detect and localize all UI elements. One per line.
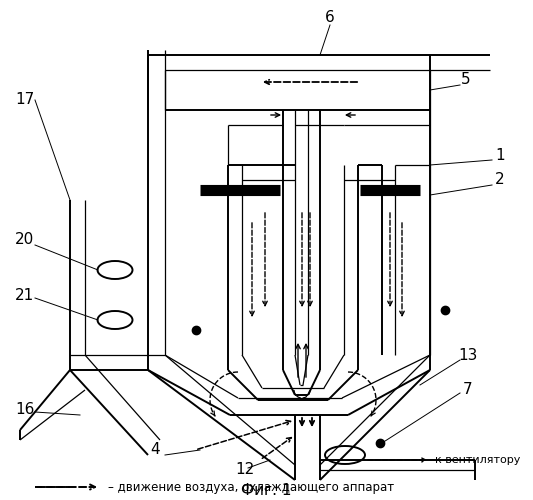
Ellipse shape [325, 446, 365, 464]
Text: – движение воздуха, охлаждающего аппарат: – движение воздуха, охлаждающего аппарат [108, 480, 394, 494]
Text: Фиг. 1: Фиг. 1 [241, 483, 291, 498]
Ellipse shape [98, 311, 133, 329]
Text: 13: 13 [458, 348, 478, 362]
Text: 6: 6 [325, 10, 335, 26]
Text: 17: 17 [15, 92, 35, 108]
Text: 5: 5 [461, 72, 471, 88]
Text: 2: 2 [495, 172, 505, 188]
Text: 21: 21 [15, 288, 35, 302]
Text: 20: 20 [15, 232, 35, 248]
Text: 1: 1 [495, 148, 505, 162]
Text: 12: 12 [236, 462, 255, 477]
Text: к вентилятору: к вентилятору [435, 455, 520, 465]
Text: 16: 16 [15, 402, 35, 417]
Text: 4: 4 [150, 442, 160, 458]
Text: 7: 7 [463, 382, 473, 398]
Ellipse shape [98, 261, 133, 279]
